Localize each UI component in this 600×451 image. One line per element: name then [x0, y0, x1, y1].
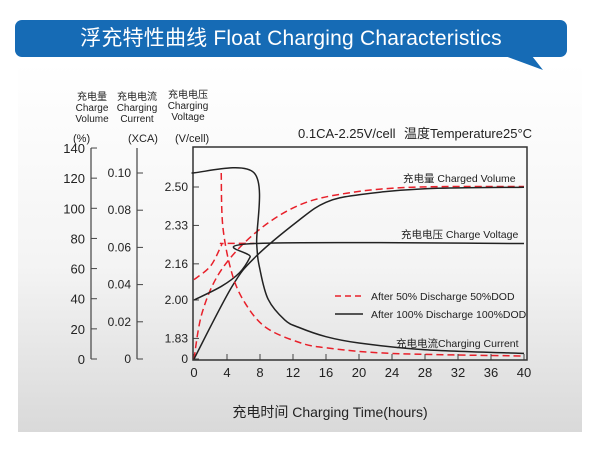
volume-tick-label: 140 — [63, 141, 85, 156]
volume-axis-label-en2: Volume — [75, 114, 109, 125]
current-axis-label-en1: Charging — [117, 103, 158, 114]
x-tick-label: 36 — [484, 365, 498, 380]
volume-curve-label: 充电量 Charged Volume — [403, 172, 516, 185]
current-tick-label: 0.08 — [108, 203, 132, 217]
x-tick-label: 12 — [286, 365, 300, 380]
voltage-curve-label: 充电电压 Charge Voltage — [401, 228, 518, 241]
volume-curve-100dod — [193, 186, 525, 360]
current-curve-label: 充电电流Charging Current — [396, 337, 519, 350]
temperature-label: 温度Temperature25°C — [404, 126, 532, 141]
legend-label-100dod: After 100% Discharge 100%DOD — [371, 309, 527, 321]
current-tick-label: 0.10 — [108, 166, 132, 180]
x-tick-label: 32 — [451, 365, 465, 380]
current-unit: (XCA) — [128, 133, 158, 145]
volume-tick-label: 0 — [78, 352, 85, 367]
voltage-axis-label-cn: 充电电压 — [168, 88, 208, 101]
voltage-tick-label: 2.00 — [165, 293, 189, 307]
x-tick-label: 0 — [190, 365, 197, 380]
voltage-tick-label: 1.83 — [165, 331, 189, 345]
current-axis-label-cn: 充电电流 — [117, 90, 157, 103]
voltage-tick-label: 2.50 — [165, 180, 189, 194]
x-tick-label: 20 — [352, 365, 366, 380]
volume-axis-label-cn: 充电量 — [77, 90, 107, 103]
x-tick-label: 8 — [256, 365, 263, 380]
banner-tail — [505, 56, 543, 70]
title-banner — [15, 20, 567, 57]
x-tick-label: 24 — [385, 365, 399, 380]
volume-tick-label: 60 — [71, 262, 85, 277]
current-tick-label: 0.06 — [108, 240, 132, 254]
volume-tick-label: 40 — [71, 292, 85, 307]
voltage-curve-50dod — [193, 242, 255, 281]
current-axis-label-en2: Current — [120, 114, 154, 125]
current-tick-label: 0.04 — [108, 278, 132, 292]
x-tick-label: 40 — [517, 365, 531, 380]
legend-label-50dod: After 50% Discharge 50%DOD — [371, 291, 515, 303]
test-condition: 0.1CA-2.25V/cell — [298, 126, 396, 141]
volume-unit: (%) — [73, 133, 90, 145]
voltage-tick-label: 0 — [181, 352, 188, 366]
volume-tick-label: 20 — [71, 322, 85, 337]
x-tick-label: 28 — [418, 365, 432, 380]
voltage-unit: (V/cell) — [175, 133, 209, 145]
voltage-tick-label: 2.33 — [165, 218, 189, 232]
volume-curve-50dod — [193, 185, 525, 360]
voltage-curve-100dod — [193, 241, 525, 301]
volume-tick-label: 120 — [63, 171, 85, 186]
voltage-axis-label-en1: Charging — [168, 101, 209, 112]
x-tick-label: 4 — [223, 365, 230, 380]
current-curve-100dod — [191, 167, 525, 355]
current-curve-50dod — [220, 172, 525, 357]
current-tick-label: 0 — [124, 352, 131, 366]
page-title: 浮充特性曲线 Float Charging Characteristics — [80, 27, 502, 50]
x-axis-title: 充电时间 Charging Time(hours) — [232, 404, 427, 420]
current-tick-label: 0.02 — [108, 315, 132, 329]
volume-tick-label: 100 — [63, 201, 85, 216]
chart-panel — [18, 62, 582, 432]
voltage-tick-label: 2.16 — [165, 257, 189, 271]
plot-frame — [192, 146, 528, 361]
x-tick-label: 16 — [319, 365, 333, 380]
volume-axis-label-en1: Charge — [76, 103, 109, 114]
voltage-axis-label-en2: Voltage — [171, 112, 205, 123]
volume-tick-label: 80 — [71, 231, 85, 246]
